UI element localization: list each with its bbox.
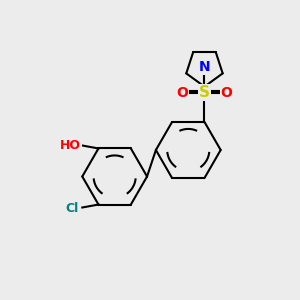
Text: S: S	[199, 85, 210, 100]
Text: Cl: Cl	[65, 202, 79, 215]
Text: N: N	[199, 61, 210, 74]
Text: O: O	[220, 85, 232, 100]
Text: O: O	[176, 85, 188, 100]
Text: HO: HO	[60, 139, 81, 152]
